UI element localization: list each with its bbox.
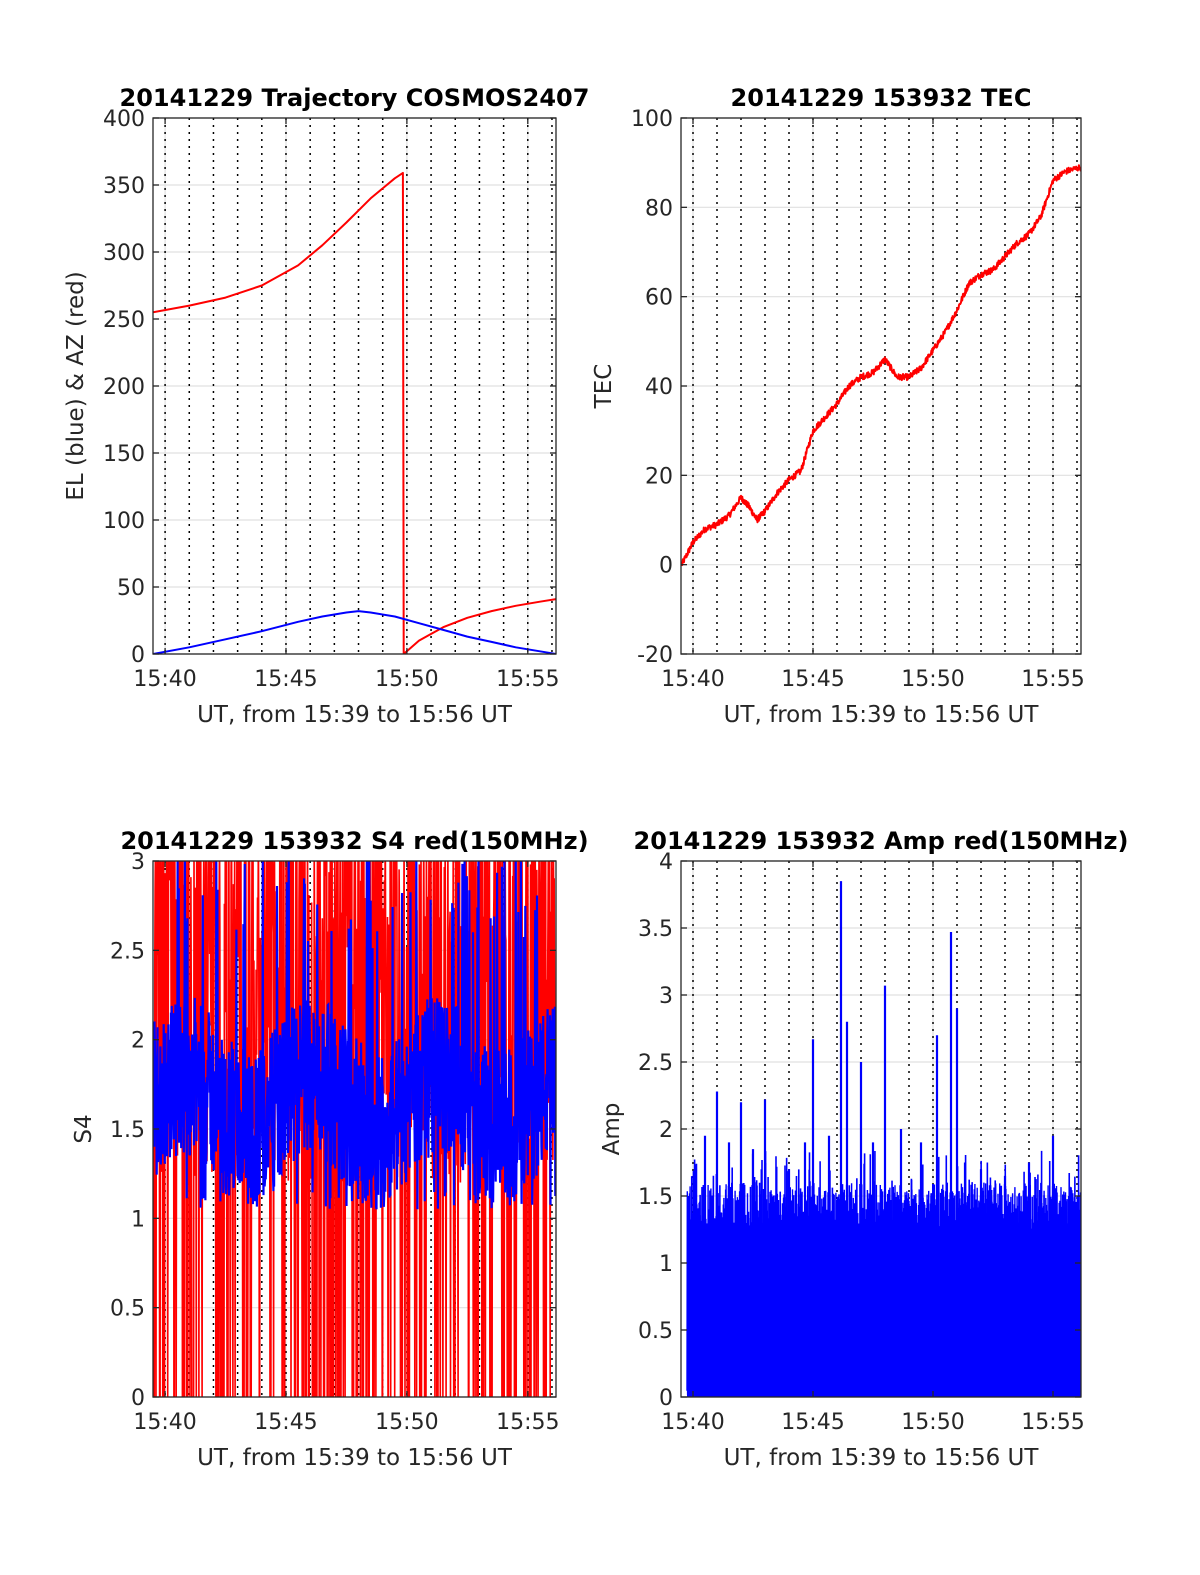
series-line-blue (153, 861, 556, 1210)
panel-trajectory: 0 50 100 150 200 250 300 350 400 15:40 15:45 15:50 1… (63, 84, 589, 728)
x-tick-label: 15:50 (375, 1410, 438, 1435)
y-tick-label: 0 (659, 1386, 673, 1411)
y-tick-label: 20 (645, 464, 673, 489)
y-tick-label: 50 (117, 576, 145, 601)
x-tick-label: 15:40 (661, 1410, 724, 1435)
y-axis-label: TEC (591, 364, 617, 410)
panel-s4: 0 0.5 1 1.5 2 2.5 3 15:40 15:45 15:50 15:55 2014122… (71, 827, 589, 1471)
series-line-0 (681, 164, 1081, 567)
y-tick-label: 60 (645, 286, 673, 311)
x-tick-label: 15:40 (133, 667, 196, 692)
y-tick-label: 150 (103, 442, 145, 467)
y-tick-label: 1.5 (638, 1185, 673, 1210)
y-axis-label: S4 (71, 1114, 97, 1143)
x-tick-label: 15:45 (781, 1410, 844, 1435)
y-tick-label: 1.5 (110, 1118, 145, 1143)
x-tick-label: 15:50 (901, 667, 964, 692)
x-axis-label: UT, from 15:39 to 15:56 UT (197, 1445, 513, 1471)
y-tick-label: 200 (103, 375, 145, 400)
y-tick-label: 40 (645, 375, 673, 400)
data-layer (686, 881, 1081, 1397)
y-tick-label: 0.5 (110, 1297, 145, 1322)
x-tick-label: 15:45 (254, 1410, 317, 1435)
series-line-1 (153, 610, 556, 654)
x-tick-label: 15:45 (781, 667, 844, 692)
y-tick-label: 350 (103, 174, 145, 199)
x-tick-label: 15:40 (133, 1410, 196, 1435)
y-tick-label: 3.5 (638, 917, 673, 942)
y-axis-label: EL (blue) & AZ (red) (63, 271, 89, 500)
y-tick-label: 300 (103, 241, 145, 266)
x-tick-label: 15:50 (375, 667, 438, 692)
chart-title: 20141229 153932 TEC (731, 84, 1032, 112)
x-tick-label: 15:55 (496, 1410, 559, 1435)
y-tick-label: 0 (131, 643, 145, 668)
x-tick-label: 15:55 (496, 667, 559, 692)
x-tick-label: 15:40 (661, 667, 724, 692)
y-tick-label: 2.5 (638, 1051, 673, 1076)
series-line-0 (153, 171, 556, 654)
y-tick-label: 100 (631, 107, 673, 132)
x-axis-label: UT, from 15:39 to 15:56 UT (724, 1445, 1040, 1471)
x-tick-label: 15:45 (254, 667, 317, 692)
y-tick-label: 1 (131, 1207, 145, 1232)
panel-tec: -20 0 20 40 60 80 100 15:40 15:45 15:50 15:55 20141… (591, 84, 1085, 728)
data-layer (153, 861, 556, 1397)
chart-title: 20141229 153932 S4 red(150MHz) (120, 827, 588, 855)
y-tick-label: 0 (131, 1386, 145, 1411)
y-tick-label: 0.5 (638, 1319, 673, 1344)
data-layer (681, 164, 1081, 567)
chart-title: 20141229 153932 Amp red(150MHz) (634, 827, 1129, 855)
y-tick-label: 2 (131, 1029, 145, 1054)
y-tick-label: 3 (659, 984, 673, 1009)
y-tick-label: 100 (103, 509, 145, 534)
y-tick-label: -20 (637, 643, 673, 668)
y-tick-label: 0 (659, 554, 673, 579)
x-tick-label: 15:50 (901, 1410, 964, 1435)
x-tick-label: 15:55 (1021, 1410, 1084, 1435)
chart-title: 20141229 Trajectory COSMOS2407 (120, 84, 590, 112)
x-axis-label: UT, from 15:39 to 15:56 UT (197, 702, 513, 728)
y-tick-label: 80 (645, 196, 673, 221)
y-tick-label: 250 (103, 308, 145, 333)
y-tick-label: 1 (659, 1252, 673, 1277)
y-tick-label: 2 (659, 1118, 673, 1143)
y-tick-label: 400 (103, 107, 145, 132)
data-layer (153, 171, 556, 654)
y-axis-label: Amp (599, 1103, 625, 1156)
x-axis-label: UT, from 15:39 to 15:56 UT (724, 702, 1040, 728)
y-tick-label: 3 (131, 850, 145, 875)
y-tick-label: 4 (659, 850, 673, 875)
panel-amp: 0 0.5 1 1.5 2 2.5 3 3.5 4 15:40 15:45 15:50 15:55 201… (599, 827, 1128, 1471)
x-tick-label: 15:55 (1021, 667, 1084, 692)
y-tick-label: 2.5 (110, 939, 145, 964)
